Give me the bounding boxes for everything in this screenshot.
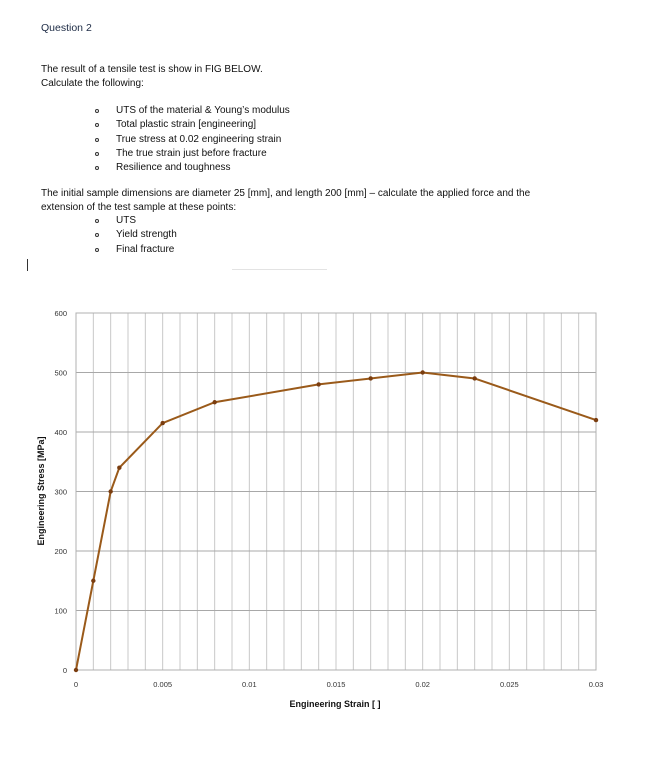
bullet-icon — [95, 166, 99, 171]
data-point-marker — [472, 376, 477, 381]
bullet-icon — [95, 151, 99, 156]
question-title: Question 2 — [41, 22, 92, 34]
list-item: UTS — [92, 214, 177, 228]
y-axis-ticks: 0 100 200 300 400 500 600 — [54, 309, 67, 675]
list-item: Final fracture — [92, 243, 177, 257]
x-tick-label: 0.015 — [327, 680, 346, 689]
y-axis-label: Engineering Stress [MPa] — [36, 436, 46, 545]
data-point-marker — [108, 489, 113, 494]
chart-grid — [75, 312, 597, 671]
data-point-marker — [73, 667, 79, 673]
y-tick-label: 0 — [63, 666, 67, 675]
bullet-icon — [95, 219, 99, 223]
x-tick-label: 0 — [74, 680, 78, 689]
y-tick-label: 400 — [54, 428, 67, 437]
data-point-marker — [160, 420, 165, 426]
data-point-marker — [420, 370, 425, 375]
x-tick-label: 0.005 — [153, 680, 172, 689]
x-tick-label: 0.03 — [589, 680, 604, 689]
divider — [232, 269, 327, 270]
calculation-list: UTS of the material & Young’s modulus To… — [92, 104, 290, 175]
bullet-icon — [95, 123, 99, 128]
intro-text: The result of a tensile test is show in … — [41, 64, 263, 75]
x-tick-label: 0.02 — [415, 680, 430, 689]
bullet-icon — [95, 247, 99, 252]
data-point-marker — [316, 382, 321, 387]
y-tick-label: 300 — [54, 488, 67, 497]
x-tick-label: 0.025 — [500, 680, 519, 689]
x-axis-label: Engineering Strain [ ] — [289, 699, 380, 709]
y-tick-label: 500 — [54, 369, 67, 378]
y-tick-label: 200 — [54, 547, 67, 556]
list-item: Resilience and toughness — [92, 161, 290, 175]
data-point-marker — [91, 578, 96, 583]
list-item: UTS of the material & Young’s modulus — [92, 104, 290, 118]
data-point-marker — [593, 417, 599, 423]
y-tick-label: 600 — [54, 309, 67, 318]
points-list: UTS Yield strength Final fracture — [92, 214, 177, 257]
list-item: The true strain just before fracture — [92, 147, 290, 161]
text-cursor — [27, 259, 28, 271]
list-item: True stress at 0.02 engineering strain — [92, 133, 290, 147]
dimensions-text-cont: extension of the test sample at these po… — [41, 202, 237, 213]
dimensions-text: The initial sample dimensions are diamet… — [41, 188, 531, 199]
data-point-marker — [368, 376, 373, 381]
list-item: Yield strength — [92, 228, 177, 242]
data-point-marker — [117, 465, 122, 470]
data-markers — [73, 370, 599, 673]
y-tick-label: 100 — [54, 607, 67, 616]
x-tick-label: 0.01 — [242, 680, 257, 689]
intro-instruction: Calculate the following: — [41, 78, 144, 89]
x-axis-ticks: 0 0.005 0.01 0.015 0.02 0.025 0.03 — [74, 680, 603, 689]
list-item: Total plastic strain [engineering] — [92, 118, 290, 132]
bullet-icon — [95, 109, 99, 113]
data-point-marker — [212, 400, 217, 405]
bullet-icon — [95, 233, 99, 238]
bullet-icon — [95, 137, 99, 142]
